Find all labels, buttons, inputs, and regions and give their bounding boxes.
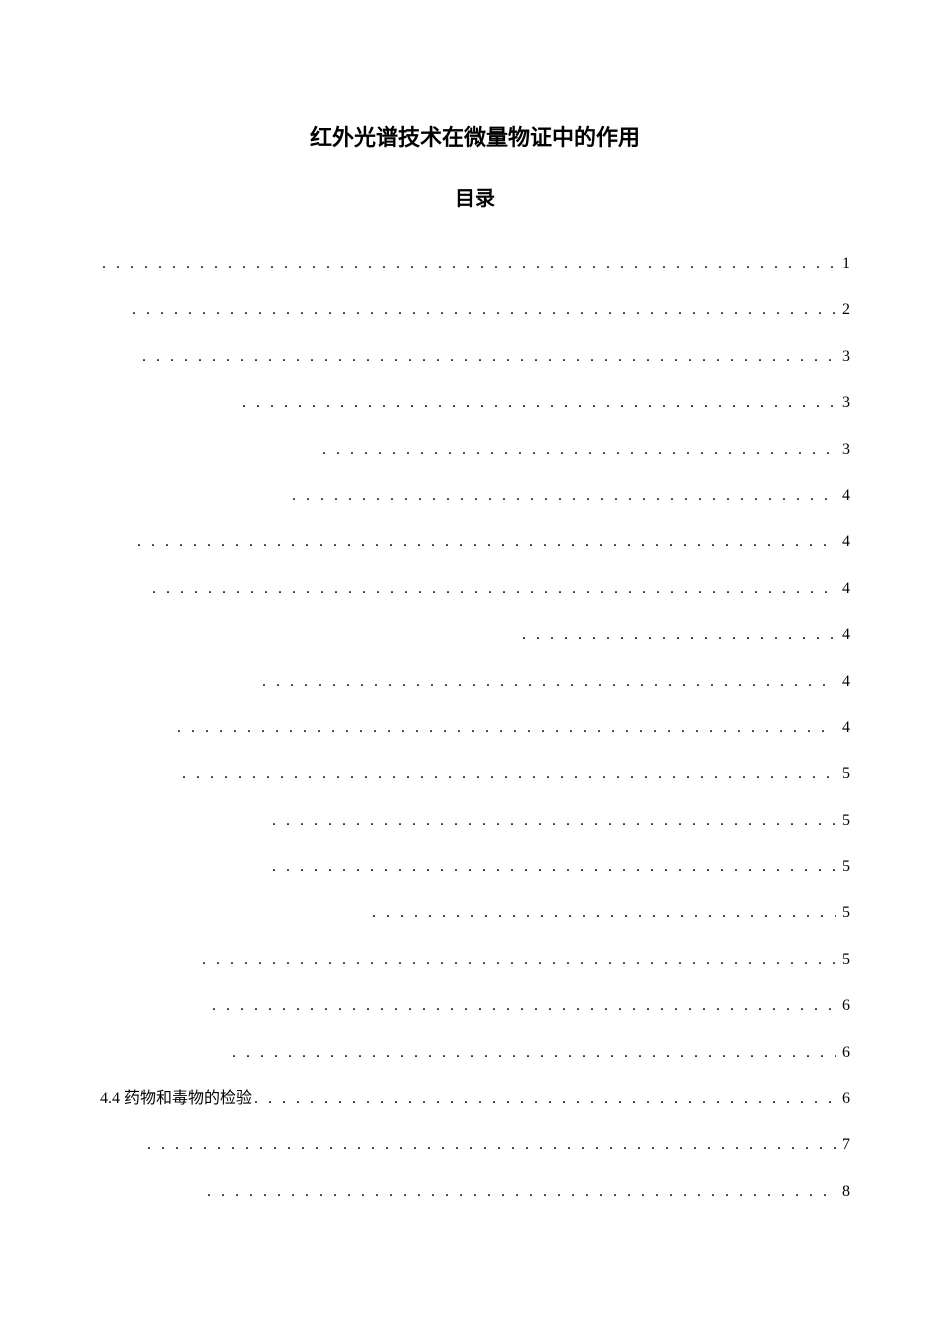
toc-entry: 4	[100, 566, 850, 612]
toc-entry-page: 5	[838, 751, 850, 797]
toc-entry-leader	[254, 1076, 836, 1122]
toc-entry-leader	[142, 334, 836, 380]
toc-entry-leader	[147, 1122, 836, 1168]
toc-entry-page: 5	[838, 937, 850, 983]
toc-entry: 4	[100, 612, 850, 658]
toc-entry-leader	[207, 1169, 836, 1215]
page-subtitle: 目录	[100, 182, 850, 211]
page-title: 红外光谱技术在微量物证中的作用	[100, 120, 850, 152]
toc-entry-leader	[292, 473, 836, 519]
toc-entry: 6	[100, 983, 850, 1029]
toc-entry-leader	[262, 659, 836, 705]
toc-entry-leader	[137, 519, 836, 565]
toc-entry: 4	[100, 473, 850, 519]
toc-entry-page: 6	[838, 983, 850, 1029]
toc-entry-page: 4	[838, 659, 850, 705]
toc-entry: 5	[100, 937, 850, 983]
toc-entry-page: 4	[838, 473, 850, 519]
toc-entry: 3	[100, 380, 850, 426]
toc-entry: 5	[100, 751, 850, 797]
toc-entry-leader	[522, 612, 836, 658]
toc-entry: 4	[100, 659, 850, 705]
toc-entry-leader	[372, 890, 836, 936]
toc-entry: 8	[100, 1169, 850, 1215]
toc-entry-leader	[232, 1030, 836, 1076]
toc-entry-page: 3	[838, 334, 850, 380]
toc-entry-leader	[102, 241, 836, 287]
toc-entry: 1	[100, 241, 850, 287]
toc-entry-page: 5	[838, 798, 850, 844]
toc-entry: 4	[100, 519, 850, 565]
toc-entry-page: 6	[838, 1030, 850, 1076]
toc-entry-leader	[132, 287, 836, 333]
toc-entry-page: 7	[838, 1122, 850, 1168]
toc-entry: 7	[100, 1122, 850, 1168]
toc-entry: 3	[100, 334, 850, 380]
toc-entry-page: 5	[838, 890, 850, 936]
toc-entry-page: 1	[838, 241, 850, 287]
toc-entry: 2	[100, 287, 850, 333]
toc-entry-page: 2	[838, 287, 850, 333]
toc-entry-page: 4	[838, 705, 850, 751]
toc-entry: 4.4 药物和毒物的检验 6	[100, 1076, 850, 1122]
toc-entry-leader	[202, 937, 836, 983]
toc-entry-label: 4.4 药物和毒物的检验	[100, 1076, 252, 1122]
toc-entry-page: 4	[838, 519, 850, 565]
toc-entry-leader	[152, 566, 836, 612]
toc-entry-leader	[177, 705, 836, 751]
toc-entry-leader	[272, 844, 836, 890]
toc-entry-leader	[242, 380, 836, 426]
toc-entry: 6	[100, 1030, 850, 1076]
toc-entry: 4	[100, 705, 850, 751]
table-of-contents: 1233344444455555664.4 药物和毒物的检验678	[100, 241, 850, 1215]
toc-entry-leader	[182, 751, 836, 797]
toc-entry: 5	[100, 890, 850, 936]
toc-entry: 3	[100, 427, 850, 473]
toc-entry-page: 4	[838, 612, 850, 658]
toc-entry-leader	[272, 798, 836, 844]
document-page: 红外光谱技术在微量物证中的作用 目录 1233344444455555664.4…	[0, 0, 950, 1344]
toc-entry: 5	[100, 798, 850, 844]
toc-entry: 5	[100, 844, 850, 890]
toc-entry-page: 5	[838, 844, 850, 890]
toc-entry-page: 3	[838, 380, 850, 426]
toc-entry-leader	[212, 983, 836, 1029]
toc-entry-leader	[322, 427, 836, 473]
toc-entry-page: 4	[838, 566, 850, 612]
toc-entry-page: 6	[838, 1076, 850, 1122]
toc-entry-page: 3	[838, 427, 850, 473]
toc-entry-page: 8	[838, 1169, 850, 1215]
